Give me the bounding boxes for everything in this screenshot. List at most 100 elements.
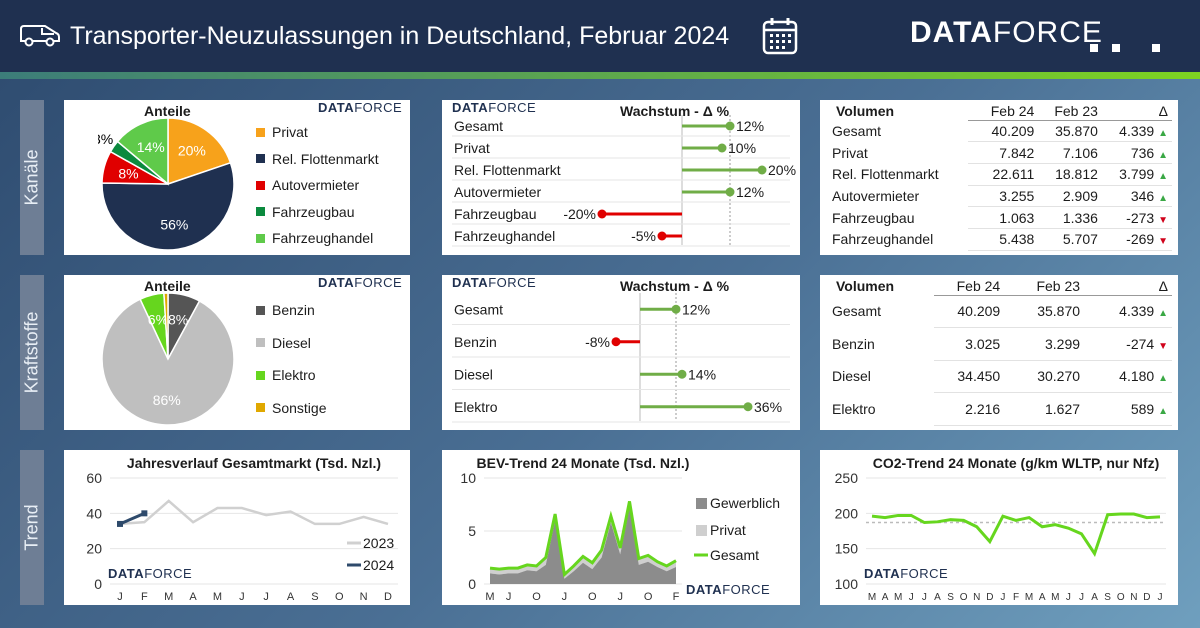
table-cell: 7.842 (968, 141, 1039, 164)
growth-dot (743, 402, 753, 412)
table-row: Elektro 2.216 1.627 589 ▲ (832, 392, 1172, 426)
category-label: Fahrzeugbau (454, 206, 537, 222)
category-label: Elektro (454, 399, 498, 415)
delta-value: 736 (1130, 144, 1159, 161)
brand-mini: DATAFORCE (686, 582, 770, 597)
y-tick-label: 0 (468, 576, 476, 592)
arrow-up-icon: ▲ (1158, 308, 1168, 320)
x-tick-label: J (562, 591, 568, 603)
legend-item: Rel. Flottenmarkt (256, 151, 379, 167)
legend-label: Gesamt (710, 547, 759, 563)
legend-swatch (256, 370, 265, 380)
legend-swatch (256, 338, 265, 347)
header-accent-bar (0, 72, 1200, 79)
growth-data-label: 12% (682, 301, 710, 317)
x-tick-label: S (311, 591, 318, 603)
x-tick-label: N (1130, 592, 1137, 603)
y-tick-label: 100 (835, 576, 859, 592)
category-label: Autovermieter (454, 184, 541, 200)
pie-data-label: 86% (153, 392, 181, 408)
x-tick-label: F (673, 591, 680, 603)
growth-data-label: 12% (736, 118, 764, 134)
table-cell: 2.909 (1038, 185, 1102, 208)
x-tick-label: O (644, 591, 653, 603)
table-cell: Elektro (832, 400, 876, 417)
table-cell: Gesamt (832, 122, 882, 139)
legend-label: Elektro (272, 367, 316, 383)
x-tick-label: A (934, 592, 941, 603)
brand-mini: DATAFORCE (452, 100, 537, 115)
header (0, 0, 1200, 72)
pie-slice-4 (116, 117, 169, 186)
growth-data-label: 36% (754, 399, 782, 415)
table-cell: 34.450 (934, 360, 1005, 393)
kraftstoffe-growth-panel: DATAFORCE Wachstum - Δ % Gesamt 12% Benzin… (442, 275, 800, 430)
column-header: Δ (1084, 277, 1172, 296)
arrow-up-icon: ▲ (1158, 127, 1168, 139)
category-label: Gesamt (454, 301, 503, 317)
legend-label: Rel. Flottenmarkt (272, 150, 379, 167)
pie-slice-1 (101, 161, 235, 251)
column-header: Δ (1101, 102, 1172, 121)
arrow-down-icon: ▼ (1158, 340, 1168, 352)
x-tick-label: J (506, 591, 512, 603)
legend-item: Autovermieter (256, 177, 359, 193)
pie-title: Anteile (144, 103, 191, 119)
co2-trend-panel: 100 150 200 250 CO2-Trend 24 Monate (g/km WL… (820, 450, 1178, 605)
arrow-up-icon: ▲ (1158, 149, 1168, 161)
table-cell: 5.707 (1038, 228, 1102, 251)
legend-label: Gewerblich (710, 495, 780, 511)
table-cell: 5.438 (968, 228, 1039, 251)
x-tick-label: J (117, 591, 123, 603)
x-tick-label: A (189, 591, 197, 603)
legend-swatch (696, 498, 707, 509)
table-cell: Gesamt (832, 303, 882, 320)
table-cell: 7.106 (1038, 141, 1102, 164)
delta-value: 4.180 (1119, 368, 1159, 385)
delta-value: -274 (1126, 335, 1159, 352)
table-cell: 18.812 (1038, 163, 1102, 186)
growth-dot (671, 304, 681, 314)
growth-data-label: -20% (563, 206, 596, 222)
brand-mini: DATAFORCE (318, 100, 403, 115)
legend-swatch (256, 233, 265, 243)
x-tick-label: J (1158, 592, 1163, 603)
legend-label: Fahrzeughandel (272, 230, 374, 246)
x-tick-label: O (335, 591, 344, 603)
delta-cell: 4.339 ▲ (1101, 120, 1172, 143)
arrow-down-icon: ▼ (1158, 214, 1168, 226)
growth-dot (757, 165, 767, 175)
table-row: Benzin 3.025 3.299 -274 ▼ (832, 327, 1172, 361)
x-tick-label: J (239, 591, 245, 603)
x-tick-label: J (1066, 592, 1071, 603)
delta-cell: 346 ▲ (1101, 185, 1172, 208)
delta-value: 4.339 (1119, 122, 1159, 139)
delta-value: 4.339 (1119, 303, 1159, 320)
x-tick-label: O (532, 591, 541, 603)
legend-item: Diesel (256, 335, 311, 351)
table-row: Fahrzeugbau 1.063 1.336 -273 ▼ (832, 206, 1172, 229)
x-tick-label: N (360, 591, 368, 603)
table-cell: Fahrzeughandel (832, 231, 934, 248)
delta-cell: -274 ▼ (1084, 327, 1172, 361)
volume-title: Volumen (836, 103, 895, 119)
x-tick-label: J (1079, 592, 1084, 603)
growth-data-label: 14% (688, 366, 716, 382)
table-cell: 30.270 (1004, 360, 1085, 393)
table-row: Diesel 34.450 30.270 4.180 ▲ (832, 360, 1172, 393)
chart-title: Jahresverlauf Gesamtmarkt (Tsd. Nzl.) (127, 455, 381, 471)
column-header: Feb 23 (1004, 277, 1085, 296)
y-tick-label: 250 (835, 470, 859, 486)
kanaele-growth-panel: DATAFORCE Wachstum - Δ % Gesamt 12% Privat… (442, 100, 800, 255)
table-cell: 35.870 (1004, 295, 1085, 328)
table-cell: 3.299 (1004, 327, 1085, 361)
row-label-trend: Trend (20, 450, 44, 605)
x-tick-label: M (868, 592, 876, 603)
x-tick-label: F (141, 591, 148, 603)
van-icon (20, 25, 60, 47)
legend-item: Privat (256, 124, 308, 140)
growth-data-label: 12% (736, 184, 764, 200)
y-tick-label: 150 (835, 541, 859, 557)
jahresverlauf-chart: 0 20 40 60 Jahresverlauf Gesamtmarkt (Tsd. N… (86, 455, 398, 603)
pie-data-label: 20% (178, 143, 206, 159)
